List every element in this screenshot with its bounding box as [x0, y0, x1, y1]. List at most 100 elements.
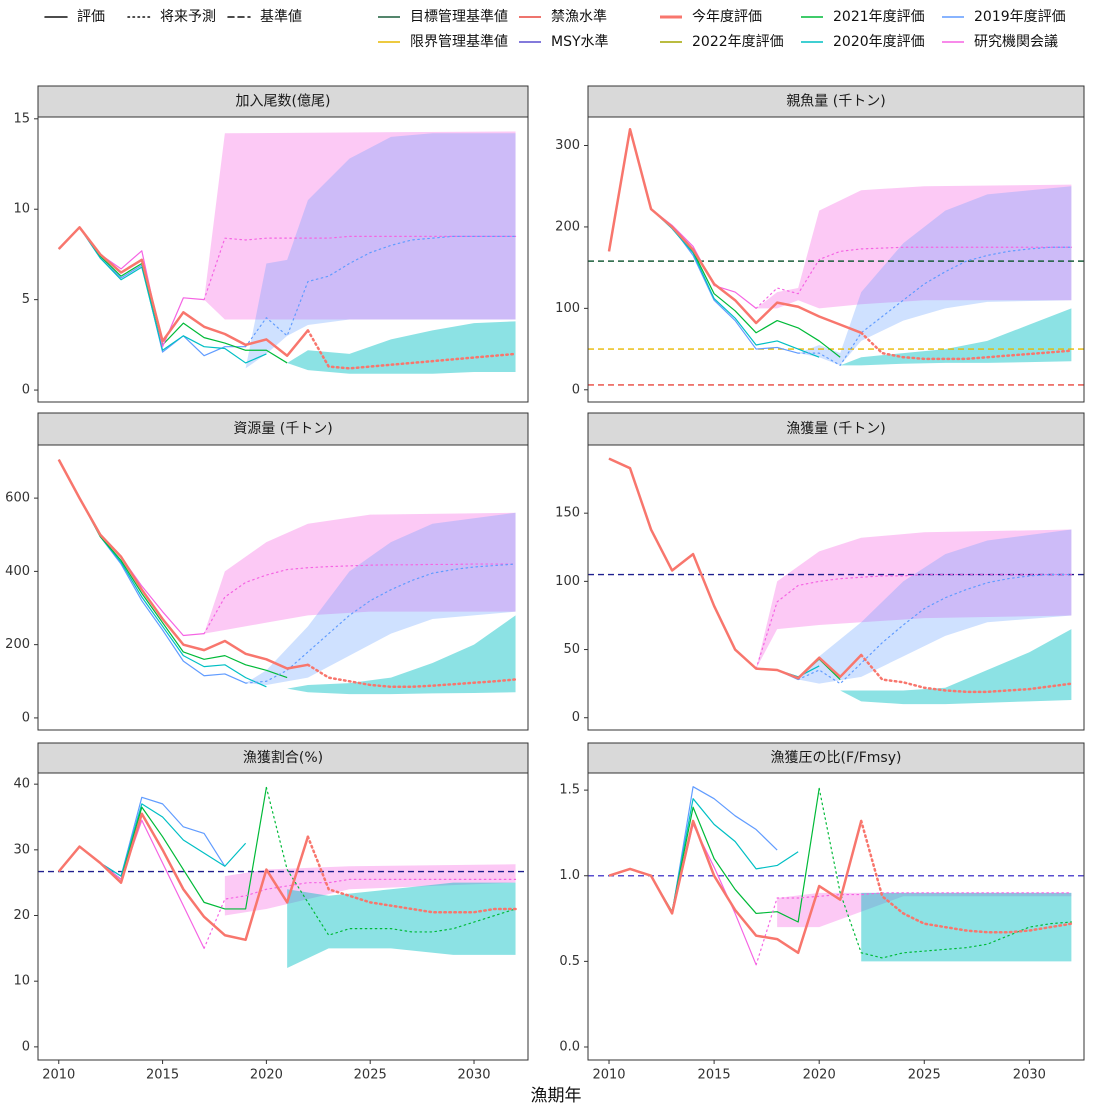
panel-title: 資源量 (千トン) — [233, 421, 332, 437]
y-tick-label: 200 — [555, 219, 580, 234]
y-tick-label: 20 — [13, 908, 30, 923]
series-line — [57, 459, 309, 670]
y-tick-label: 0 — [22, 383, 30, 398]
y-tick-label: 100 — [555, 301, 580, 316]
y-tick-label: 0 — [572, 382, 580, 397]
ribbon — [756, 184, 1072, 309]
series-line — [607, 127, 862, 334]
ribbon — [756, 529, 1072, 669]
series-line — [755, 892, 1072, 966]
panel-title: 漁獲割合(%) — [243, 749, 323, 766]
panel-title: 漁獲量 (千トン) — [786, 421, 885, 437]
series-line — [203, 878, 517, 949]
panel-strip — [587, 742, 1085, 774]
legend-label: 限界管理基準値 — [410, 33, 508, 50]
legend-label: 研究機関会議 — [974, 33, 1058, 50]
series-line — [797, 246, 1072, 366]
y-tick-label: 0.5 — [559, 954, 580, 969]
ribbon — [840, 629, 1072, 705]
series-line — [608, 819, 863, 955]
plot-area — [38, 773, 528, 1060]
y-tick-label: 1.5 — [559, 783, 580, 798]
plot-area — [588, 773, 1084, 1060]
legend-label: 2021年度評価 — [833, 9, 925, 25]
ribbon — [224, 864, 516, 916]
series-line — [306, 329, 517, 370]
x-tick-label: 2015 — [146, 1068, 179, 1083]
y-tick-label: 200 — [5, 637, 30, 652]
panel-title: 加入尾数(億尾) — [236, 94, 331, 110]
y-tick-label: 10 — [13, 202, 30, 217]
ribbon — [798, 186, 1072, 366]
ribbon — [245, 512, 516, 685]
legend-label: 2022年度評価 — [692, 34, 784, 50]
y-tick-label: 50 — [563, 642, 580, 657]
legend-label: 禁漁水準 — [551, 9, 607, 25]
series-line — [57, 812, 310, 942]
series-line — [859, 653, 1073, 694]
y-tick-label: 15 — [13, 111, 30, 126]
y-tick-label: 400 — [5, 564, 30, 579]
y-tick-label: 40 — [13, 777, 30, 792]
legend-label: 目標管理基準値 — [410, 8, 508, 25]
plot-area — [38, 445, 528, 730]
ribbon — [204, 512, 516, 634]
panel-strip — [37, 412, 529, 446]
plot-border — [37, 444, 529, 731]
y-tick-label: 300 — [555, 138, 580, 153]
y-tick-label: 600 — [5, 491, 30, 506]
y-tick-label: 30 — [13, 842, 30, 857]
ribbon — [840, 308, 1072, 366]
legend-linetype-label: 基準値 — [260, 8, 302, 25]
plot-area — [588, 445, 1084, 730]
ribbon — [287, 882, 516, 969]
series-line — [859, 819, 1073, 934]
legend-linetype-label: 将来予測 — [160, 9, 216, 25]
x-tick-label: 2010 — [592, 1068, 625, 1083]
x-tick-label: 2010 — [42, 1068, 75, 1083]
y-tick-label: 5 — [22, 292, 30, 307]
y-tick-label: 0 — [22, 1039, 30, 1054]
plot-border — [587, 772, 1085, 1061]
legend-label: MSY水準 — [551, 34, 609, 50]
plot-border — [37, 116, 529, 403]
panel-title: 親魚量 (千トン) — [786, 94, 885, 110]
y-tick-label: 10 — [13, 974, 30, 989]
x-tick-label: 2015 — [698, 1068, 731, 1083]
y-tick-label: 0 — [22, 710, 30, 725]
ribbon — [204, 131, 516, 320]
series-line — [608, 457, 863, 680]
ribbon — [798, 529, 1072, 684]
x-tick-label: 2030 — [457, 1068, 490, 1083]
panel-strip — [37, 742, 529, 774]
series-line — [58, 226, 267, 364]
ribbon — [287, 615, 516, 695]
panel-strip — [587, 412, 1085, 446]
x-tick-label: 2020 — [250, 1068, 283, 1083]
plot-border — [37, 772, 529, 1061]
ribbon — [245, 133, 516, 369]
panel-title: 漁獲圧の比(F/Fmsy) — [771, 750, 902, 766]
x-tick-label: 2025 — [908, 1068, 941, 1083]
series-line — [859, 331, 1073, 361]
x-tick-label: 2030 — [1013, 1068, 1046, 1083]
x-tick-label: 2020 — [803, 1068, 836, 1083]
y-tick-label: 1.0 — [559, 868, 580, 883]
plot-area — [38, 117, 528, 402]
series-line — [818, 787, 1072, 959]
ribbon — [287, 321, 516, 374]
x-tick-label: 2025 — [354, 1068, 387, 1083]
ribbon — [861, 892, 1072, 962]
series-line — [245, 235, 517, 348]
panel-strip — [587, 85, 1085, 118]
y-tick-label: 150 — [555, 506, 580, 521]
plot-border — [587, 444, 1085, 731]
panel-strip — [37, 85, 529, 118]
series-line — [57, 226, 309, 357]
y-tick-label: 100 — [555, 574, 580, 589]
legend-linetype-label: 評価 — [77, 9, 105, 25]
x-axis-title: 漁期年 — [531, 1086, 582, 1106]
series-line — [203, 235, 517, 301]
legend-label: 今年度評価 — [692, 9, 762, 25]
